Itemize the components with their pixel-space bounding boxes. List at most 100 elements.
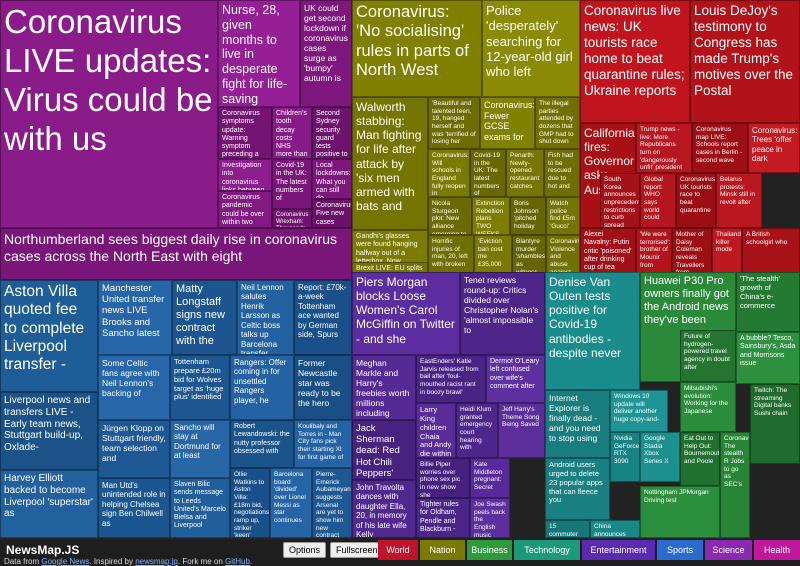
news-tile[interactable]: Android users urged to delete 23 popular… (545, 458, 610, 520)
news-tile[interactable]: Coronavirus: The stealth R Jobs to go as… (720, 432, 750, 538)
news-tile[interactable]: Denise Van Outen tests positive for Covi… (545, 272, 640, 390)
news-tile[interactable]: Man Utd's unintended role in helping Che… (98, 478, 170, 538)
news-tile[interactable]: Robert Lewandowski: the nutty professor … (230, 420, 294, 468)
news-tile[interactable]: Coronavirus pandemic could be over withi… (218, 191, 272, 228)
news-tile[interactable]: Coronavirus: Fewer GCSE exams for (480, 97, 535, 149)
link[interactable]: GitHub (225, 557, 250, 566)
news-tile[interactable]: Local lockdowns: What you can still do (312, 159, 352, 199)
news-tile[interactable]: Joe Swash peels back the English music (470, 498, 510, 538)
category-toggle[interactable]: Technology (514, 540, 580, 560)
news-tile[interactable]: Eat Out to Help Out: Bournemouth and Poo… (680, 432, 720, 486)
button[interactable]: Options (283, 542, 327, 558)
button[interactable]: Fullscreen (330, 542, 384, 558)
category-toggle[interactable]: Nation (420, 540, 465, 560)
news-tile[interactable]: 'We were terrorised': brother of Mounir … (636, 228, 672, 280)
news-tile[interactable]: Report: £70k-a-week Tottenham ace wanted… (294, 280, 352, 355)
news-tile[interactable]: Extinction Rebellion plans TWO WEEKS of (472, 197, 510, 235)
news-tile[interactable]: Penarth: Newly-opened restaurant catches (506, 149, 544, 197)
news-tile[interactable]: Trump news - live: More Republicans turn… (636, 123, 692, 173)
news-tile[interactable]: Tottenham prepare £20m bid for Wolves ta… (170, 355, 230, 420)
category-toggle[interactable]: Entertainment (582, 540, 655, 560)
news-tile[interactable]: China announces plans for Asteroid (590, 520, 640, 538)
news-tile[interactable]: Coronavirus map LIVE: Schools report cas… (692, 123, 748, 173)
news-tile[interactable]: Coronavirus Wrexham: Thousands of custom… (272, 209, 312, 228)
news-tile[interactable]: Investigation into coronavirus links bet… (218, 159, 272, 191)
news-tile[interactable]: Larry King children Chaia and Andy die w… (416, 403, 456, 458)
news-tile[interactable]: A bubble? Tesco, Sainsbury's, Asda and M… (736, 332, 800, 384)
news-tile[interactable]: Watch police find £5m 'Gucci' (546, 197, 580, 235)
news-tile[interactable]: Harvey Elliott backed to become Liverpoo… (0, 470, 98, 538)
news-tile[interactable]: Meghan Markle and Harry's freebies worth… (352, 355, 416, 420)
news-tile[interactable]: Piers Morgan blocks Loose Women's Carol … (352, 272, 460, 355)
news-tile[interactable]: Matty Longstaff signs new contract with … (172, 280, 237, 355)
news-tile[interactable]: Belarus protests: Minsk still in revolt … (716, 173, 762, 228)
category-toggle[interactable]: Health (754, 540, 800, 560)
news-tile[interactable]: Ollie Watkins to Aston Villa: £18m bid, … (230, 468, 270, 538)
link[interactable]: Google News (41, 557, 90, 566)
news-tile[interactable]: Walworth stabbing: Man fighting for life… (352, 97, 428, 230)
news-tile[interactable]: Nicola Sturgeon plot: New alliance emerg… (428, 197, 472, 235)
news-tile[interactable]: Jack Sherman dead: Red Hot Chili Peppers… (352, 420, 416, 480)
news-tile[interactable]: Sancho will stay at Dortmund for at leas… (170, 420, 230, 478)
news-tile[interactable]: Aston Villa quoted fee to complete Liver… (0, 280, 98, 392)
news-tile[interactable]: Fish had to be rescued due to hot and (544, 149, 580, 197)
news-tile[interactable]: Koulibaly and Torres in - Man City fans … (294, 420, 352, 468)
news-tile[interactable]: Coronavirus live news: UK tourists race … (580, 0, 690, 123)
news-tile[interactable]: Police 'desperately' searching for 12-ye… (482, 0, 580, 97)
news-tile[interactable]: Internet Explorer is finally dead - and … (545, 390, 610, 458)
news-tile[interactable]: Nottingham JPMorgan Driving test (640, 486, 720, 538)
news-tile[interactable]: Global report: WHO says world could (640, 173, 676, 228)
news-tile[interactable]: Covid-19 in the UK: The latest numbers o… (470, 149, 506, 197)
news-tile[interactable]: Covid-19 in the UK: The latest numbers o… (272, 159, 312, 209)
news-tile[interactable]: Heidi Klum granted emergency court heari… (456, 403, 498, 458)
news-tile[interactable]: Tighter rules for Oldham, Pendle and Bla… (416, 498, 470, 538)
category-toggle[interactable]: Business (467, 540, 512, 560)
link[interactable]: newsmap.jp (135, 557, 178, 566)
category-toggle[interactable]: World (378, 540, 418, 560)
news-tile[interactable]: Coronavirus LIVE updates: Virus could be… (0, 0, 218, 228)
news-tile[interactable]: 'The stealth' growth of China's e-commer… (736, 272, 800, 332)
news-tile[interactable]: UK could get second lockdown if coronavi… (300, 0, 352, 107)
news-tile[interactable]: South Korea announces unprecedented rest… (600, 173, 640, 228)
news-tile[interactable]: 15 commuter towns Londoners are moving t… (545, 520, 590, 538)
news-tile[interactable]: Second Sydney security guard tests posit… (312, 107, 352, 159)
news-tile[interactable]: Children's tooth decay costs NHS more th… (272, 107, 312, 159)
news-tile[interactable]: Twitch: The streaming Digital banks Sush… (750, 384, 800, 464)
news-tile[interactable]: John Travolta dances with daughter Ella,… (352, 480, 416, 538)
news-tile[interactable]: The illegal parties attended by dozens t… (535, 97, 580, 149)
news-tile[interactable]: Nvidia GeForce RTX 3090 (610, 432, 640, 482)
news-tile[interactable]: Slaven Bilic sends message to Leeds Unit… (170, 478, 230, 538)
news-tile[interactable]: Pierre-Emerick Aubameyang suggests Arsen… (312, 468, 352, 538)
news-tile[interactable]: Coronavirus symptoms update: Warning sym… (218, 107, 272, 159)
news-tile[interactable]: Coronavirus: Five new cases (312, 199, 352, 228)
news-tile[interactable]: Liverpool news and transfers LIVE - Earl… (0, 392, 98, 470)
news-tile[interactable]: 'Beautiful and talented teen, 19, hanged… (428, 97, 480, 149)
news-tile[interactable]: Jürgen Klopp on Stuttgart friendly, team… (98, 420, 170, 478)
news-tile[interactable]: Manchester United transfer news LIVE Bro… (98, 280, 172, 355)
category-toggle[interactable]: Sports (657, 540, 703, 560)
category-toggle[interactable]: Science (705, 540, 752, 560)
news-tile[interactable]: Kate Middleton pregnant: Secret (470, 458, 510, 498)
news-tile[interactable]: A British schoolgirl who (742, 228, 800, 280)
news-tile[interactable]: Some Celtic fans agree with Neil Lennon'… (98, 355, 170, 420)
news-tile[interactable]: Northumberland sees biggest daily rise i… (0, 228, 352, 280)
news-tile[interactable]: Jeff Harry's Theme Song Being Saved (498, 403, 545, 458)
news-tile[interactable]: Rangers: Offer coming in for unsettled R… (230, 355, 294, 420)
news-tile[interactable]: Former Newcastle star was ready to be th… (294, 355, 352, 420)
news-tile[interactable]: Mitsubishi's evolution: Working for the … (680, 382, 736, 432)
news-tile[interactable]: Future of hydrogen-powered travel agency… (680, 330, 736, 382)
news-tile[interactable]: Google Stadia Xbox Series X (640, 432, 680, 482)
news-tile[interactable]: Coronavirus: Trees 'offer peace in dark (748, 123, 800, 173)
news-tile[interactable]: Boris Johnson 'pitched holiday (510, 197, 546, 235)
news-tile[interactable]: Louis DeJoy's testimony to Congress has … (690, 0, 800, 123)
news-tile[interactable]: Tenet reviews round-up: Critics divided … (460, 272, 545, 355)
news-tile[interactable]: Coronavirus: 'No socialising' rules in p… (352, 0, 482, 97)
news-tile[interactable]: Coronavirus: UK tourists race to beat qu… (676, 173, 716, 228)
news-tile[interactable]: Billie Piper worries over phone sex pic … (416, 458, 470, 498)
news-tile[interactable]: Windows 10 update will deliver another h… (610, 390, 668, 432)
news-tile[interactable]: Barcelona board 'divided' over Lionel Me… (270, 468, 312, 538)
news-tile[interactable]: EastEnders' Katie Jarvis released from b… (416, 355, 486, 403)
news-tile[interactable]: Neil Lennon salutes Henrik Larsson as Ce… (237, 280, 294, 355)
news-tile[interactable]: Nurse, 28, given months to live in despe… (218, 0, 300, 107)
news-tile[interactable]: Coronavirus: Will schools in England ful… (428, 149, 470, 197)
